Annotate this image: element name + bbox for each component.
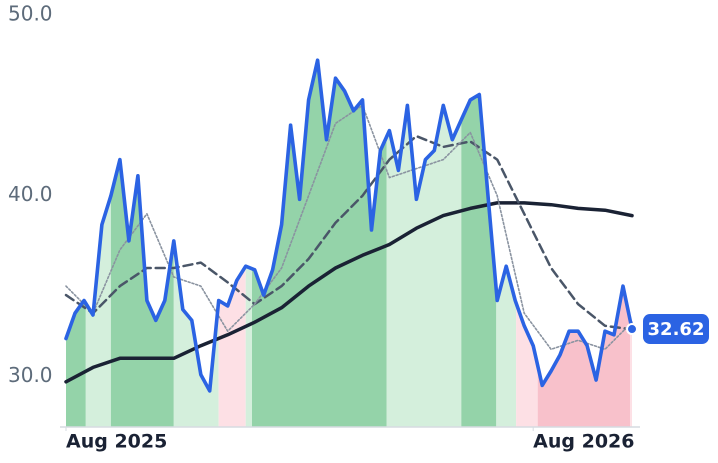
line-dotted: [65, 104, 633, 351]
region: [516, 303, 538, 427]
last-label: 32.62: [648, 319, 705, 340]
x-tick-label: Aug 2025: [66, 431, 167, 453]
last-pill: [643, 314, 709, 345]
line-dashed: [64, 134, 634, 331]
region: [245, 266, 252, 427]
line-slow: [64, 201, 634, 384]
region: [66, 300, 86, 427]
region: [537, 286, 631, 427]
x-tick-label: Aug 2026: [533, 431, 634, 453]
y-tick-label: 50.0: [8, 2, 53, 26]
region: [173, 240, 219, 427]
region: [496, 266, 517, 427]
region: [461, 94, 497, 427]
y-tick-label: 30.0: [8, 363, 53, 387]
last-dot: [626, 323, 638, 336]
y-tick-label: 40.0: [8, 182, 53, 206]
region: [630, 320, 632, 427]
line-price: [64, 58, 634, 393]
region: [386, 105, 462, 428]
